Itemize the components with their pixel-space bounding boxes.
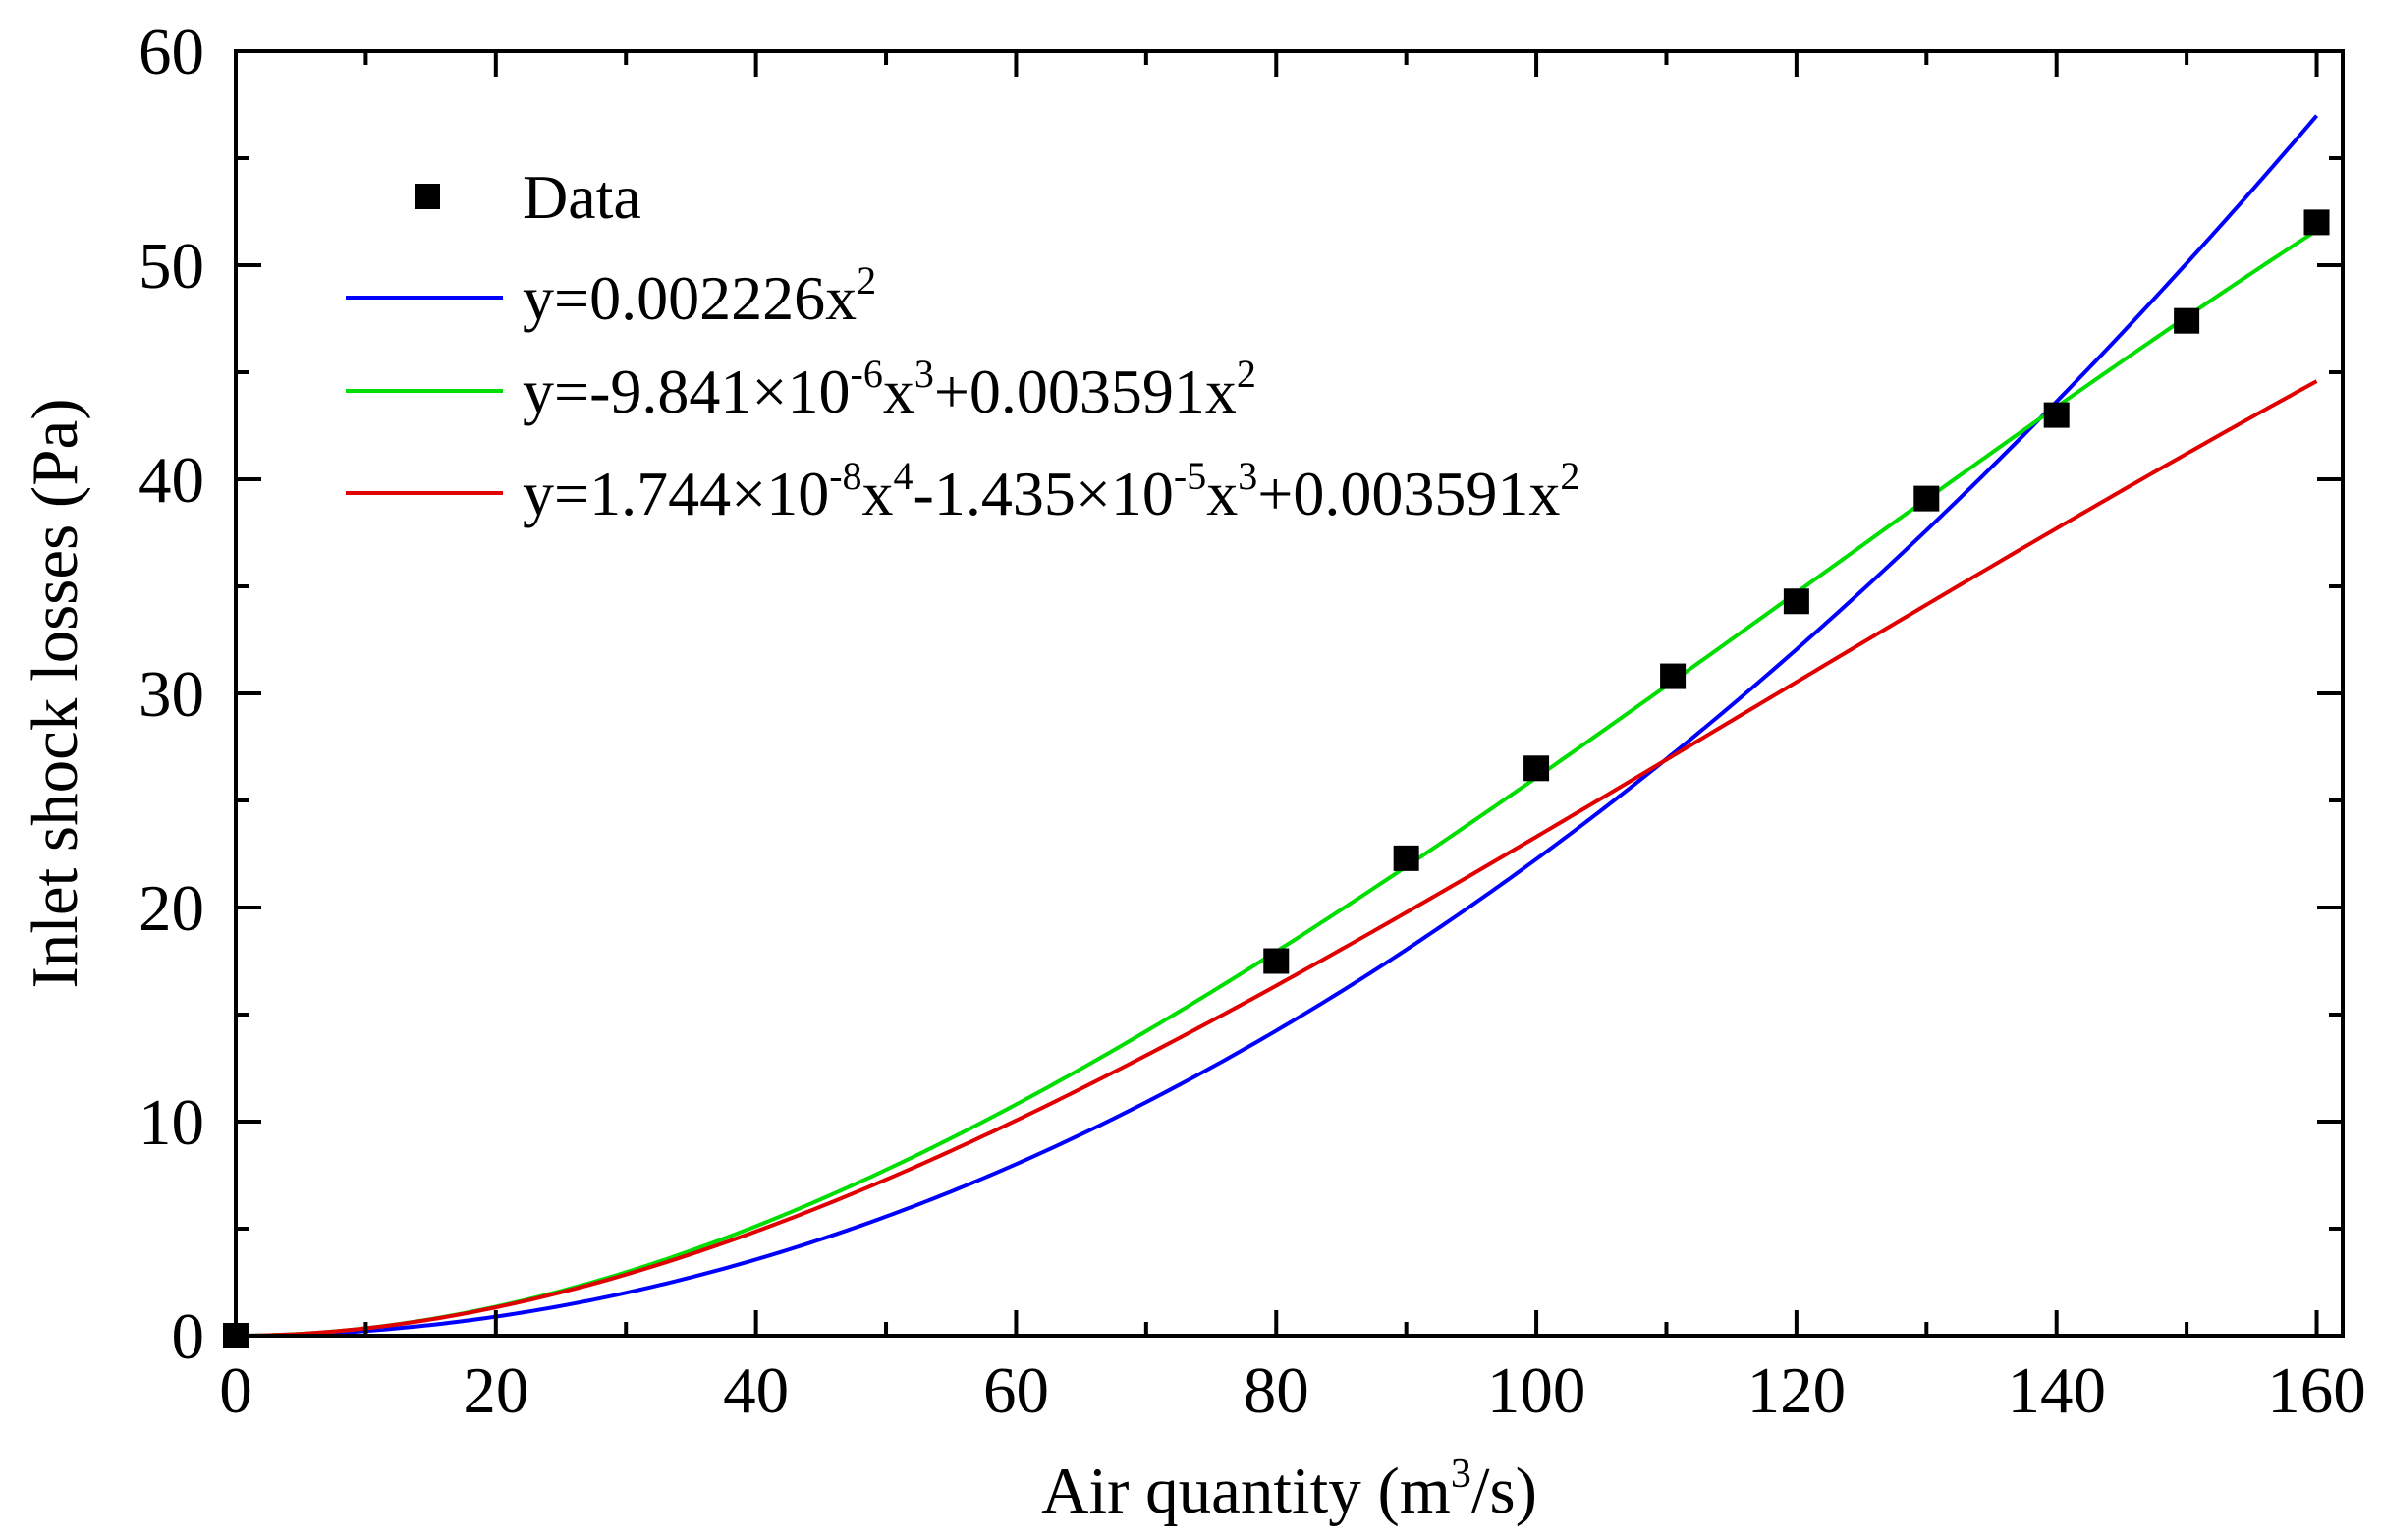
x-tick-label: 120	[1747, 1354, 1847, 1427]
y-tick-label: 50	[138, 230, 204, 302]
data-point	[1523, 755, 1550, 782]
x-tick-label: 100	[1487, 1354, 1586, 1427]
data-point	[2174, 307, 2200, 334]
data-point	[1660, 663, 1687, 689]
legend-label-fit-quartic: y=1.744×10-8x4-1.435×10-5x3+0.003591x2	[523, 454, 1579, 528]
y-tick-label: 40	[138, 444, 204, 517]
fit-quadratic-line	[235, 114, 2319, 1338]
x-axis-title: Air quantity (m3/s)	[1041, 1452, 1537, 1527]
data-point	[1783, 588, 1809, 615]
x-tick-label: 0	[219, 1354, 252, 1427]
x-tick-label: 80	[1244, 1354, 1309, 1427]
data-point	[1913, 485, 1940, 512]
fit-quartic-line	[235, 379, 2318, 1338]
x-tick-label: 140	[2007, 1354, 2106, 1427]
legend-marker-data	[415, 184, 440, 209]
y-tick-label: 10	[138, 1086, 204, 1159]
x-tick-label: 20	[463, 1354, 528, 1427]
data-point	[1263, 948, 1290, 974]
legend-label-data: Data	[523, 162, 641, 232]
y-tick-label: 30	[138, 658, 204, 731]
legend-label-fit-quadratic: y=0.002226x2	[523, 258, 876, 333]
x-tick-label: 160	[2267, 1354, 2366, 1427]
y-tick-label: 60	[138, 16, 204, 88]
plot-frame	[234, 49, 2345, 1338]
legend: Data y=0.002226x2 y=-9.841×10-6x3+0.003591…	[346, 162, 1579, 528]
data-points	[223, 209, 2330, 1348]
y-tick-label: 20	[138, 872, 204, 945]
y-axis-title: Inlet shock losses (Pa)	[19, 398, 91, 988]
y-tick-label: 0	[172, 1300, 205, 1373]
data-point	[1393, 845, 1419, 871]
data-point	[2043, 402, 2070, 428]
x-tick-label: 40	[723, 1354, 789, 1427]
data-point	[2303, 209, 2330, 236]
axes: 0 20 40 60 80 100 120 140 160 0 10 20 30 40 50 60 Air qu…	[19, 16, 2366, 1527]
legend-label-fit-cubic: y=-9.841×10-6x3+0.003591x2	[523, 352, 1256, 426]
x-tick-label: 60	[983, 1354, 1049, 1427]
